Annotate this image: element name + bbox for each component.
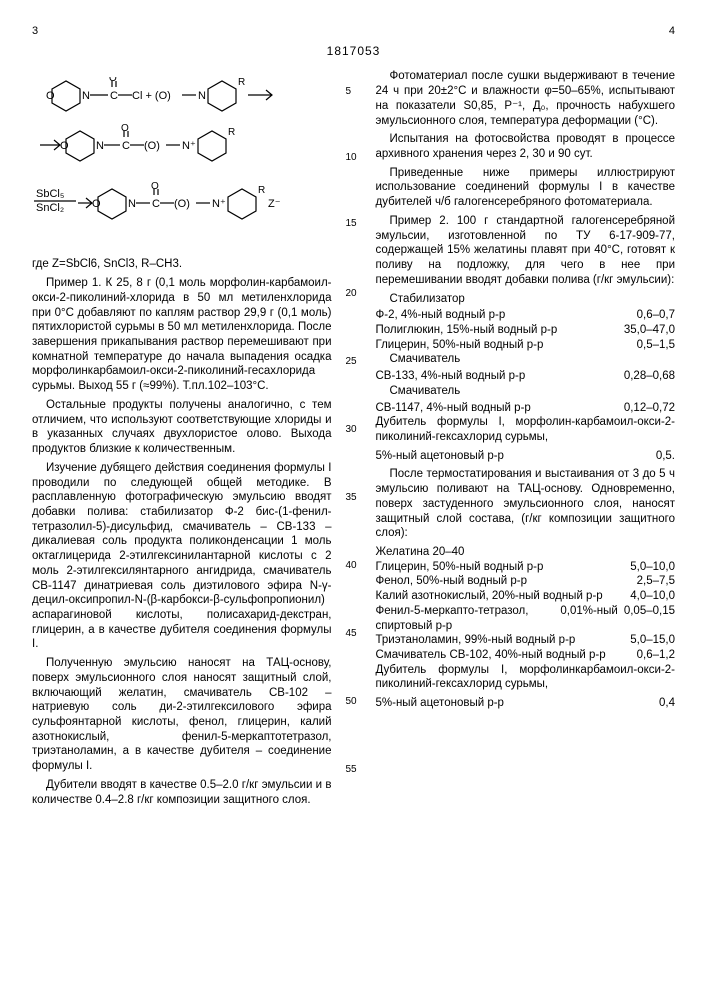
kv-v: 0,28–0,68 [624,369,675,384]
wetter1-list: СВ-133, 4%-ный водный р-р 0,28–0,68 [376,369,676,384]
svg-text:N: N [96,140,104,152]
left-p5: Дубители вводят в качестве 0.5–2.0 г/кг … [32,778,332,807]
svg-text:Cl + (O): Cl + (O) [132,90,171,102]
svg-text:R: R [238,77,245,88]
ln-15: 15 [346,219,357,229]
left-p1: Пример 1. К 25, 8 г (0,1 моль морфолин-к… [32,276,332,394]
wetter1-title: Смачиватель [376,352,676,367]
svg-text:SbCl₅: SbCl₅ [36,188,64,200]
kv-k: Полиглюкин, 15%-ный водный р-р [376,323,618,338]
kv-k: Смачиватель СВ-102, 40%-ный водный р-р [376,648,631,663]
svg-text:Z⁻: Z⁻ [268,198,281,210]
right-p2: Испытания на фотосвойства проводят в про… [376,132,676,161]
svg-text:N: N [198,90,206,102]
left-p2: Остальные продукты получены аналогично, … [32,398,332,457]
svg-text:O: O [46,90,55,102]
line-number-gutter: 5 10 15 20 25 30 35 40 45 50 55 [346,69,362,811]
left-p4: Полученную эмульсию наносят на ТАЦ-основ… [32,656,332,774]
ln-35: 35 [346,493,357,503]
right-p5: После термостатирования и выстаивания от… [376,467,676,541]
kv-k: Глицерин, 50%-ный водный р-р [376,338,631,353]
kv-k: СВ-1147, 4%-ный водный р-р [376,401,618,416]
ln-10: 10 [346,153,357,163]
svg-text:O: O [151,181,159,192]
dub2-text: Дубитель формулы I, морфолинкарбамоил-ок… [376,663,676,692]
kv-v: 0,4 [659,696,675,711]
kv-v: 35,0–47,0 [624,323,675,338]
right-column: Фотоматериал после сушки выдерживают в т… [376,69,676,811]
svg-text:C: C [122,140,130,152]
reaction-scheme: O N C Cl + (O) N R O [32,77,332,247]
patent-number: 1817053 [32,44,675,59]
right-p1: Фотоматериал после сушки выдерживают в т… [376,69,676,128]
svg-text:N⁺: N⁺ [182,140,196,152]
kv-v: 4,0–10,0 [630,589,675,604]
kv-v: 0,5–1,5 [637,338,675,353]
svg-text:N⁺: N⁺ [212,198,226,210]
svg-text:O: O [121,123,129,134]
page-left: 3 [32,24,38,38]
svg-text:O: O [60,140,69,152]
right-p4: Пример 2. 100 г стандартной галогенсереб… [376,214,676,288]
svg-text:O: O [109,77,117,84]
left-p3: Изучение дубящего действия соединения фо… [32,461,332,652]
kv-k: Триэтаноламин, 99%-ный водный р-р [376,633,625,648]
kv-k: Желатина 20–40 [376,545,670,560]
ln-40: 40 [346,561,357,571]
svg-text:SnCl₂: SnCl₂ [36,202,64,214]
ln-5: 5 [346,87,352,97]
kv-v: 0,05–0,15 [624,604,675,633]
ln-20: 20 [346,289,357,299]
kv-v: 5,0–10,0 [630,560,675,575]
ln-25: 25 [346,357,357,367]
kv-k: Ф-2, 4%-ный водный р-р [376,308,631,323]
ln-55: 55 [346,765,357,775]
kv-k: Калий азотнокислый, 20%-ный водный р-р [376,589,625,604]
kv-k: Глицерин, 50%-ный водный р-р [376,560,625,575]
two-column-layout: O N C Cl + (O) N R O [32,69,675,811]
formula-caption: где Z=SbCl6, SnCl3, R–CH3. [32,257,332,272]
page-right: 4 [669,24,675,38]
stabilizer-title: Стабилизатор [376,292,676,307]
kv-k: 5%-ный ацетоновый р-р [376,696,654,711]
right-p3: Приведенные ниже примеры иллюстрируют ис… [376,166,676,210]
svg-text:N: N [128,198,136,210]
kv-v: 5,0–15,0 [630,633,675,648]
kv-v: 0,12–0,72 [624,401,675,416]
wetter2-title: Смачиватель [376,384,676,399]
svg-text:(O): (O) [174,198,190,210]
left-column: O N C Cl + (O) N R O [32,69,332,811]
kv-k: Фенил-5-меркапто-тетразол, 0,01%-ный спи… [376,604,618,633]
ln-45: 45 [346,629,357,639]
svg-text:N: N [82,90,90,102]
ln-30: 30 [346,425,357,435]
kv-v: 2,5–7,5 [637,574,675,589]
wetter2-list: СВ-1147, 4%-ный водный р-р 0,12–0,72 [376,401,676,416]
svg-text:(O): (O) [144,140,160,152]
kv-v: 0,5. [656,449,675,464]
kv-k: Фенол, 50%-ный водный р-р [376,574,631,589]
svg-text:O: O [92,198,101,210]
svg-text:R: R [258,185,265,196]
svg-text:C: C [152,198,160,210]
kv-k: СВ-133, 4%-ный водный р-р [376,369,618,384]
kv-v: 0,6–1,2 [637,648,675,663]
kv-v: 0,6–0,7 [637,308,675,323]
svg-text:R: R [228,127,235,138]
protective-layer-list: Желатина 20–40 Глицерин, 50%-ный водный … [376,545,676,663]
svg-text:C: C [110,90,118,102]
ln-50: 50 [346,697,357,707]
dub1-text: Дубитель формулы I, морфолин-карбамоил-о… [376,415,676,444]
page-header: 3 4 [32,24,675,38]
kv-k: 5%-ный ацетоновый р-р [376,449,650,464]
stabilizer-list: Ф-2, 4%-ный водный р-р 0,6–0,7 Полиглюкин… [376,308,676,352]
